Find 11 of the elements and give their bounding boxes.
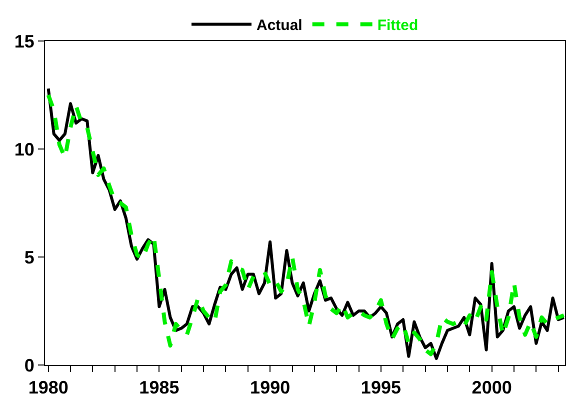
legend-label: Fitted: [377, 17, 418, 34]
x-tick-label: 1990: [250, 378, 290, 398]
x-tick-label: 1985: [139, 378, 180, 398]
y-tick-label: 15: [14, 31, 34, 52]
y-tick-label: 10: [14, 139, 34, 160]
y-tick-label: 0: [24, 355, 34, 376]
x-tick-label: 1980: [28, 378, 68, 398]
x-tick-label: 2000: [472, 378, 512, 398]
y-tick-label: 5: [24, 247, 34, 268]
x-tick-label: 1995: [360, 378, 401, 398]
legend-label: Actual: [256, 17, 302, 34]
